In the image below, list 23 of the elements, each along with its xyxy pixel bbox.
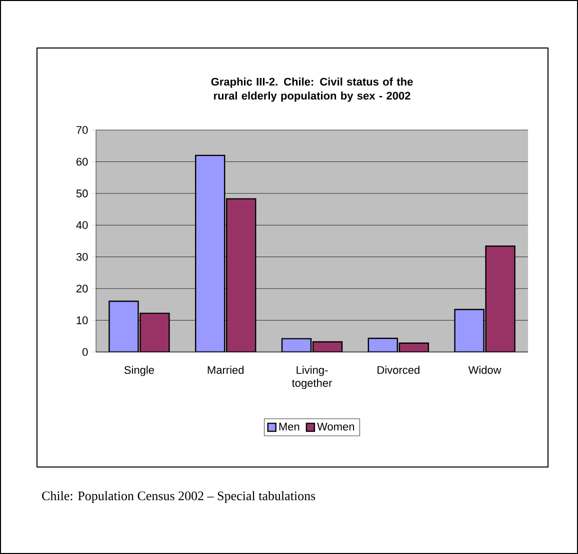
x-tick-label: Single (124, 366, 154, 376)
legend-label: Women (317, 422, 354, 430)
y-tick-label: 30 (76, 252, 88, 261)
bar (226, 198, 256, 352)
bar (140, 313, 170, 352)
y-tick-label: 10 (76, 316, 88, 324)
x-tick-label: Married (208, 366, 244, 374)
bar (454, 308, 484, 352)
y-tick-label: 20 (76, 284, 88, 292)
x-tick-label: Divorced (378, 366, 420, 374)
bar (109, 301, 138, 352)
y-tick-label: 0 (82, 348, 88, 356)
y-tick-label: 50 (76, 190, 88, 198)
legend-label: Men (279, 422, 300, 430)
chart-title: Graphic III-2. Chile: Civil status of the rural elderly population by sex - 2002 (211, 78, 413, 102)
y-tick-label: 70 (76, 126, 88, 134)
y-tick-label: 40 (76, 221, 88, 230)
bar (485, 245, 516, 352)
y-tick-label: 60 (76, 158, 88, 166)
x-tick-label: Widow (468, 366, 502, 374)
x-tick-label: Living-together (292, 366, 332, 390)
text: Chile: Population Census 2002 – Special tabulations (42, 491, 316, 503)
bar (196, 155, 225, 352)
